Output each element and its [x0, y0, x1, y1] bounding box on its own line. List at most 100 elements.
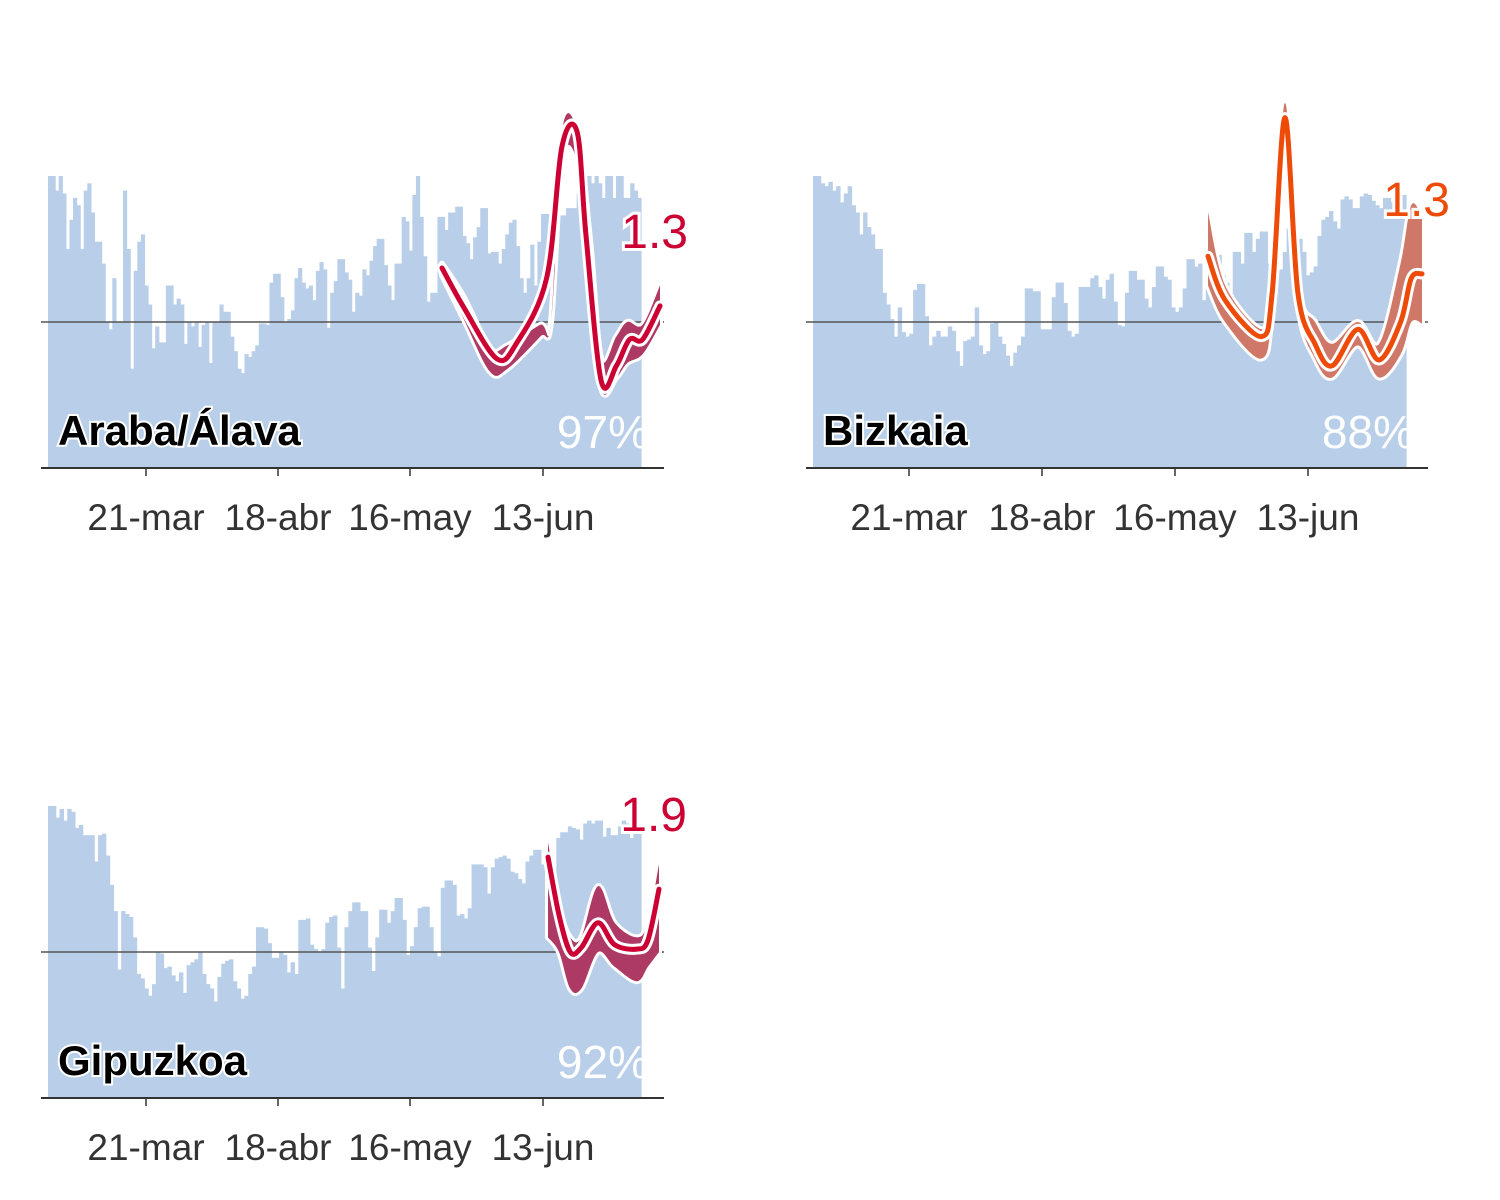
bar	[1167, 279, 1172, 468]
bar	[1267, 263, 1272, 468]
bar	[113, 911, 118, 1098]
bar	[1055, 282, 1061, 468]
bar	[87, 183, 92, 468]
rt-value-label: 1.3	[621, 206, 688, 259]
bar	[155, 326, 160, 468]
bar	[248, 973, 253, 1098]
bar	[348, 279, 353, 468]
region-name: Araba/Álava	[58, 407, 301, 454]
bar	[916, 284, 922, 468]
bar	[212, 322, 217, 468]
bar	[117, 969, 122, 1098]
bar	[1298, 238, 1303, 468]
rt-value-label: 1.9	[620, 789, 687, 842]
bar	[329, 917, 334, 1098]
bar	[440, 216, 446, 468]
bar	[394, 263, 399, 468]
bar	[1225, 282, 1230, 468]
bar	[1017, 345, 1022, 468]
bar	[893, 336, 899, 468]
bar	[1067, 330, 1072, 468]
bar	[359, 911, 365, 1098]
bar	[119, 322, 124, 468]
x-tick-label: 13-jun	[492, 497, 595, 538]
bar	[886, 304, 891, 468]
bar	[847, 186, 853, 468]
bar	[1063, 303, 1068, 468]
bar	[874, 249, 880, 468]
bar	[1209, 250, 1215, 468]
x-tick-label: 16-may	[348, 497, 472, 538]
bar	[209, 988, 215, 1098]
bar	[1282, 251, 1288, 468]
bar	[267, 943, 272, 1098]
bar	[423, 256, 428, 468]
bar	[276, 273, 281, 468]
bar	[1228, 300, 1234, 468]
bar	[1313, 266, 1319, 468]
bar	[252, 966, 257, 1098]
bar	[375, 937, 380, 1098]
bar	[371, 971, 376, 1098]
bar	[408, 250, 413, 468]
bar	[820, 183, 826, 468]
bar	[1124, 292, 1130, 468]
bar	[1113, 301, 1118, 468]
bar	[529, 855, 534, 1098]
bar	[1371, 200, 1376, 468]
bar	[601, 197, 606, 468]
bar	[323, 269, 328, 468]
bar	[162, 342, 167, 468]
bar	[537, 849, 542, 1098]
bar	[105, 855, 111, 1098]
bar	[1286, 228, 1292, 468]
bar	[356, 902, 361, 1098]
bar	[71, 811, 76, 1098]
bar	[1194, 266, 1199, 468]
bar	[855, 212, 860, 468]
x-tick-label: 16-may	[1113, 497, 1237, 538]
bar	[974, 307, 980, 468]
bar	[1236, 251, 1242, 468]
bar	[460, 914, 465, 1098]
bar	[452, 884, 457, 1098]
bar	[836, 186, 841, 468]
bar	[340, 259, 346, 468]
x-tick-label: 21-mar	[87, 497, 204, 538]
bar	[348, 911, 353, 1098]
bar	[1213, 249, 1218, 468]
bar	[905, 336, 910, 468]
bar	[394, 898, 400, 1098]
bar	[1121, 326, 1126, 468]
bar	[537, 241, 542, 468]
bar	[544, 871, 550, 1098]
bar	[280, 297, 285, 468]
bar	[223, 311, 228, 468]
bar	[90, 212, 96, 468]
bar	[406, 954, 411, 1098]
bar	[526, 278, 531, 468]
bar	[194, 959, 199, 1098]
bar	[533, 849, 538, 1098]
bar	[283, 322, 288, 468]
bar	[262, 323, 267, 468]
bar	[430, 292, 435, 468]
confidence-band	[1208, 102, 1422, 378]
bar	[1294, 235, 1299, 468]
bar	[219, 304, 224, 468]
bar	[471, 864, 477, 1098]
bar	[136, 973, 142, 1098]
bar	[315, 270, 321, 468]
bar	[1101, 298, 1107, 468]
bar	[469, 259, 474, 468]
bar	[133, 270, 138, 468]
bar	[551, 227, 556, 468]
bar	[951, 330, 957, 468]
bar	[473, 237, 478, 468]
bar	[417, 908, 423, 1098]
bar	[86, 835, 91, 1098]
bar	[298, 268, 303, 468]
x-tick-label: 13-jun	[1257, 497, 1360, 538]
bar	[169, 285, 174, 468]
bar	[419, 216, 424, 468]
